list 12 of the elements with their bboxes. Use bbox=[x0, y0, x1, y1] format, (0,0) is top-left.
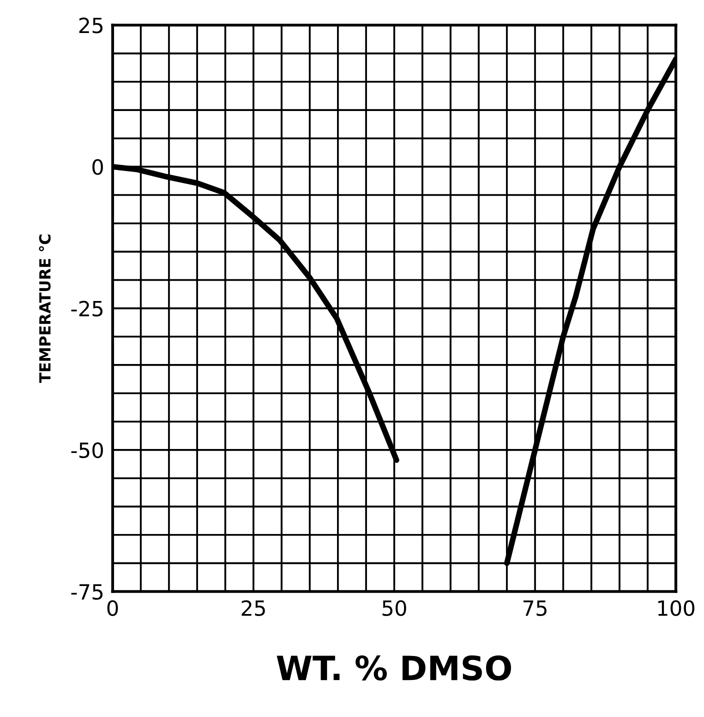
x-tick-label: 50 bbox=[382, 600, 406, 616]
x-tick-label: 100 bbox=[658, 600, 694, 616]
y-tick-label: 0 bbox=[92, 159, 103, 175]
y-axis-title: TEMPERATURE °C bbox=[38, 234, 51, 383]
y-tick-label: 25 bbox=[79, 18, 102, 34]
x-tick-label: 25 bbox=[242, 600, 265, 616]
y-tick-label: -50 bbox=[71, 442, 103, 458]
x-axis-title: WT. % DMSO bbox=[276, 655, 512, 681]
y-tick-label: -25 bbox=[71, 300, 102, 317]
y-tick-label: -75 bbox=[71, 584, 102, 600]
x-tick-label: 75 bbox=[523, 600, 546, 616]
x-tick-label: 0 bbox=[107, 600, 118, 616]
